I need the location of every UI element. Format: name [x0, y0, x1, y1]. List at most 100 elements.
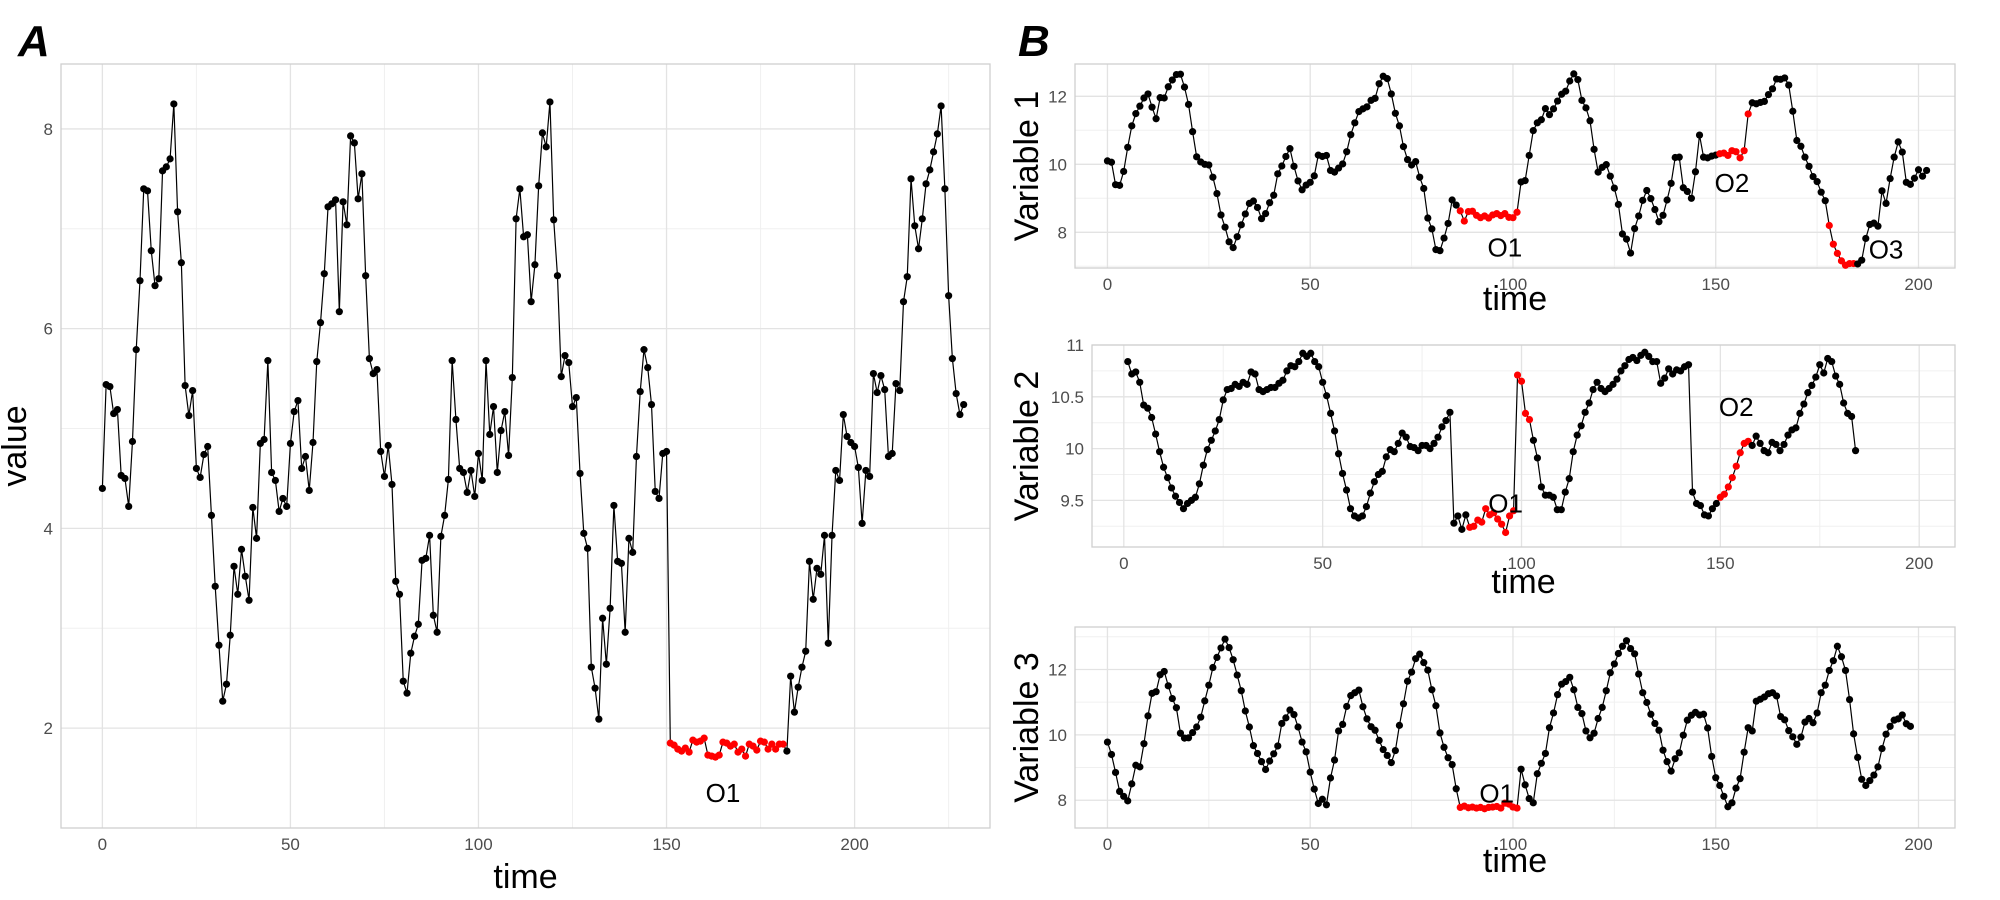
- anomaly-point: [1521, 409, 1530, 417]
- data-point: [1622, 637, 1631, 645]
- anomaly-point: [779, 740, 787, 748]
- data-point: [907, 175, 915, 183]
- data-point: [422, 554, 430, 562]
- data-point: [192, 464, 201, 473]
- data-point: [1338, 469, 1347, 478]
- data-point: [1525, 151, 1533, 160]
- data-point: [1594, 168, 1602, 176]
- data-point: [1144, 712, 1152, 720]
- data-point: [1241, 707, 1249, 715]
- data-point: [1614, 200, 1623, 209]
- anomaly-point: [1513, 371, 1522, 379]
- data-point: [1347, 131, 1355, 139]
- data-point: [1562, 87, 1570, 95]
- data-point: [606, 604, 614, 612]
- data-point: [553, 272, 562, 280]
- data-point: [862, 466, 870, 475]
- data-point: [1639, 196, 1647, 204]
- data-point: [1298, 186, 1306, 194]
- data-point: [1809, 172, 1817, 181]
- data-point: [911, 222, 919, 230]
- data-point: [1533, 770, 1541, 778]
- data-point: [1598, 703, 1606, 712]
- data-point: [395, 590, 404, 598]
- data-point: [1382, 453, 1390, 461]
- data-point: [640, 346, 648, 354]
- data-point: [1152, 688, 1160, 696]
- x-tick-label: 100: [1499, 835, 1527, 854]
- data-point: [286, 439, 295, 448]
- data-point: [230, 562, 238, 570]
- data-point: [914, 245, 923, 253]
- data-point: [1148, 103, 1156, 111]
- data-point: [1671, 755, 1679, 763]
- data-point: [583, 544, 592, 552]
- data-point: [467, 466, 475, 475]
- data-point: [929, 148, 938, 156]
- data-point: [1602, 687, 1610, 695]
- data-point: [580, 529, 588, 537]
- data-point: [1780, 440, 1788, 449]
- data-point: [1363, 715, 1371, 723]
- data-point: [1609, 380, 1617, 388]
- data-point: [1675, 153, 1683, 161]
- data-point: [1339, 160, 1347, 168]
- data-point: [1251, 370, 1259, 378]
- data-point: [512, 215, 520, 223]
- data-point: [403, 689, 411, 697]
- data-point: [1521, 177, 1529, 185]
- data-point: [1450, 519, 1458, 527]
- data-point: [373, 366, 381, 374]
- data-point: [1720, 792, 1728, 800]
- data-point: [316, 319, 325, 327]
- data-point: [1298, 738, 1306, 746]
- data-point: [1813, 178, 1821, 186]
- data-point: [497, 426, 505, 435]
- data-point: [331, 196, 340, 204]
- data-point: [1740, 748, 1748, 756]
- data-point: [1549, 709, 1558, 717]
- data-point: [1213, 653, 1221, 661]
- data-point: [143, 187, 152, 195]
- data-point: [1342, 486, 1351, 494]
- data-point: [1391, 109, 1399, 117]
- data-point: [298, 464, 306, 473]
- chart-panel-2: 0 50 100 150 200 8 10 12 time Variable 1 O1 O2 O3: [1008, 63, 1956, 318]
- x-tick-label: 150: [1702, 275, 1730, 294]
- data-point: [1870, 771, 1878, 779]
- data-point: [1647, 195, 1655, 203]
- anomaly-point: [1724, 151, 1732, 160]
- data-point: [1209, 663, 1217, 672]
- anomaly-point: [738, 745, 746, 753]
- outlier-annotation: O1: [1488, 233, 1523, 263]
- data-point: [1797, 142, 1805, 150]
- data-point: [1426, 444, 1434, 453]
- data-point: [1160, 94, 1168, 102]
- data-point: [1371, 726, 1379, 734]
- data-point: [1679, 731, 1687, 739]
- outlier-annotation: O3: [1869, 234, 1904, 264]
- data-point: [1675, 749, 1683, 757]
- data-point: [1820, 369, 1828, 377]
- data-point: [1854, 753, 1862, 762]
- data-point: [1282, 714, 1290, 722]
- data-point: [1322, 801, 1331, 809]
- data-point: [960, 400, 968, 409]
- data-point: [1800, 400, 1808, 408]
- x-tick-label: 50: [281, 835, 300, 854]
- y-axis-title: value: [0, 405, 34, 486]
- data-point: [899, 298, 908, 306]
- data-point: [1610, 660, 1618, 668]
- data-point: [290, 407, 298, 416]
- data-point: [1428, 225, 1436, 233]
- data-point: [1326, 774, 1335, 782]
- anomaly-point: [1724, 483, 1732, 491]
- data-point: [1387, 759, 1395, 767]
- data-point: [922, 180, 930, 188]
- data-point: [1307, 349, 1315, 357]
- data-point: [388, 480, 396, 489]
- anomaly-point: [1494, 515, 1502, 523]
- data-point: [1647, 710, 1655, 718]
- data-point: [1566, 673, 1574, 681]
- data-point: [377, 447, 385, 456]
